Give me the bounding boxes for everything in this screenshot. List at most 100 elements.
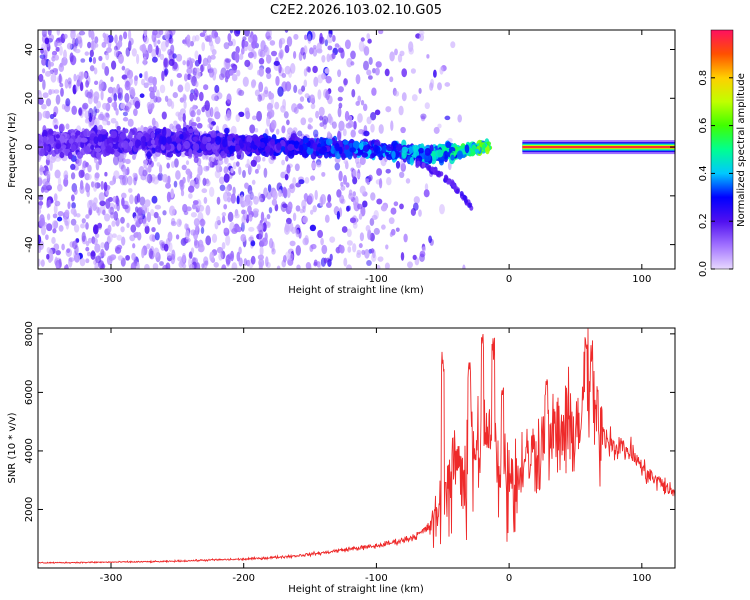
spectrogram-cell (219, 184, 226, 192)
snr-y-tick-label: 2000 (24, 497, 35, 522)
spectrogram-cell (242, 36, 247, 41)
spectrogram-cell (282, 203, 288, 208)
spectrogram-cell (135, 53, 140, 65)
spectrogram-cell (376, 198, 383, 205)
spectrogram-cell (248, 214, 253, 222)
spectrogram-cell (433, 126, 440, 134)
spectrogram-cell (265, 67, 271, 74)
spectrogram-cell (79, 258, 86, 267)
spectrogram-cell (247, 205, 252, 214)
spectrogram-cell (183, 140, 191, 150)
spectrogram-cell (113, 170, 120, 180)
spectrogram-cell (143, 51, 149, 59)
spectrogram-cell (374, 67, 380, 76)
spectrogram-cell (262, 156, 266, 162)
spectrogram-cell (159, 53, 165, 61)
spectrogram-cell (260, 211, 265, 223)
spectrogram-cell (363, 46, 370, 56)
spectrogram-cell (357, 113, 363, 123)
spectrogram-cell (362, 144, 370, 153)
spectrogram-cell (289, 63, 296, 74)
spectrogram-cell (74, 244, 79, 255)
spectrogram-cell (230, 167, 234, 174)
spectrogram-cell (101, 263, 106, 269)
spectrogram-cell (149, 90, 155, 100)
spectrogram-cell (224, 127, 230, 134)
spectrogram-cell (271, 198, 278, 206)
spectrogram-cell (235, 161, 240, 167)
spectrogram-cell (269, 40, 276, 46)
spectrogram-cell (159, 261, 164, 266)
spectrogram-cell (346, 205, 351, 212)
spectrogram-y-tick-label: -20 (24, 188, 35, 204)
spectrogram-cell (192, 143, 200, 152)
spectrogram-cell (146, 243, 151, 250)
spectrogram-cell (143, 159, 148, 165)
spectrogram-cell (39, 164, 44, 176)
spectrogram-cell (179, 133, 184, 140)
spectrogram-cell (302, 52, 307, 60)
spectrogram-cell (304, 177, 310, 184)
spectrogram-cell (200, 64, 204, 73)
spectrogram-cell (312, 129, 319, 138)
spectrogram-cell (59, 151, 65, 159)
spectrogram-cell (107, 232, 113, 243)
spectrogram-cell (94, 147, 102, 153)
spectrogram-cell (407, 261, 413, 269)
spectrogram-cell (122, 204, 129, 210)
spectrogram-cell (38, 207, 42, 215)
spectrogram-cell (79, 185, 85, 194)
spectrogram-cell (216, 246, 224, 254)
spectrogram-cell (304, 93, 310, 99)
spectrogram-cell (251, 115, 257, 121)
spectrogram-cell (132, 172, 137, 178)
spectrogram-cell (287, 150, 295, 159)
spectrogram-cell (374, 109, 381, 116)
colorbar-strip (710, 29, 734, 270)
spectrogram-y-label: Frequency (Hz) (7, 112, 18, 188)
spectrogram-cell (207, 117, 213, 124)
snr-y-ticks: 2000 4000 6000 8000 (24, 321, 675, 522)
spectrogram-cell (71, 202, 76, 209)
spectrogram-x-tick-label: 100 (632, 274, 651, 285)
spectrogram-cell (368, 174, 373, 182)
spectrogram-cell (218, 252, 223, 261)
spectrogram-cell (40, 217, 45, 227)
spectrogram-cell (281, 72, 287, 79)
spectrogram-cell (151, 117, 156, 127)
spectrogram-cell (203, 256, 209, 265)
spectrogram-cell (94, 172, 100, 179)
spectrogram-cell (127, 30, 132, 41)
spectrogram-cell (347, 246, 352, 253)
spectrogram-cell (266, 213, 271, 220)
spectrogram-cell (167, 48, 173, 56)
spectrogram-cell (76, 36, 83, 44)
spectrogram-cell (217, 219, 221, 226)
spectrogram-cell (94, 43, 99, 48)
spectrogram-cell (371, 214, 378, 220)
spectrogram-cell (53, 106, 59, 116)
colorbar-tick-label: 0.6 (698, 118, 709, 134)
spectrogram-cell (55, 134, 60, 139)
spectrogram-cell (53, 124, 59, 130)
spectrogram-cell (173, 180, 178, 188)
spectrogram-cell (331, 52, 336, 60)
spectrogram-cell (248, 236, 254, 242)
spectrogram-cell (197, 54, 202, 65)
spectrogram-cell (238, 166, 242, 176)
spectrogram-cell (210, 44, 215, 53)
spectrogram-cell (161, 136, 167, 146)
spectrogram-cell (283, 224, 291, 235)
spectrogram-cell (72, 47, 77, 52)
spectrogram-cell (322, 119, 327, 130)
spectrogram-cell (266, 35, 272, 41)
spectrogram-cell (166, 191, 171, 203)
spectrogram-cell (391, 150, 396, 160)
spectrogram-cell (198, 204, 205, 212)
spectrogram-cell (301, 85, 306, 92)
spectrogram-cell (277, 52, 283, 59)
spectrogram-cell (89, 49, 94, 58)
spectrogram-cell (126, 145, 132, 152)
spectrogram-cell (399, 203, 404, 210)
spectrogram-cell (386, 144, 394, 152)
